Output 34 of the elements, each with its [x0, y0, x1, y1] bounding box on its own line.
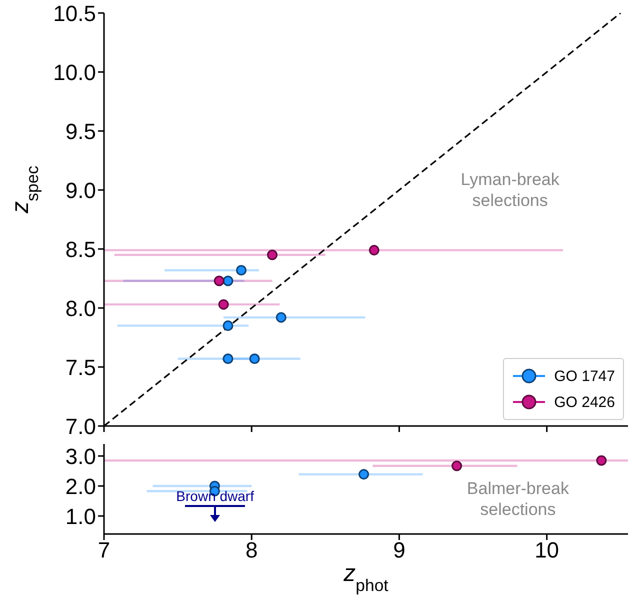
y-tick-label: 8.5 — [65, 236, 96, 262]
legend-label: GO 2426 — [554, 394, 615, 410]
point — [452, 460, 462, 472]
point — [214, 276, 224, 286]
y-tick-label: 2.0 — [65, 474, 96, 499]
y-tick-label: 9.0 — [65, 178, 96, 203]
point — [222, 320, 234, 331]
y-tick-label: 10.0 — [53, 60, 96, 85]
point — [218, 299, 229, 310]
point — [236, 264, 247, 276]
y-tick-label: 9.5 — [65, 118, 96, 144]
x-tick-label: 10 — [534, 538, 560, 563]
y-tick-label: 8.0 — [65, 296, 96, 321]
point — [222, 276, 234, 286]
point — [368, 244, 380, 256]
annotation: Balmer-break selections — [466, 478, 570, 520]
point — [358, 469, 370, 480]
x-axis-title: z$_{phot}$ — [342, 560, 389, 594]
point — [267, 250, 278, 260]
point — [249, 353, 260, 364]
point — [222, 353, 234, 364]
annotation: Lyman-break selections — [460, 168, 560, 211]
x-tick-label: 7 — [98, 538, 110, 563]
annotation: Brown dwarf — [175, 488, 255, 504]
y-tick-label: 1.0 — [65, 504, 96, 529]
point — [276, 312, 286, 323]
legend-label: GO 1747 — [554, 368, 615, 384]
y-tick-label: 7.5 — [65, 354, 96, 380]
point — [596, 455, 607, 466]
y-tick-label: 7.0 — [65, 414, 96, 439]
y-tick-label: 3.0 — [65, 444, 96, 469]
x-tick-label: 9 — [393, 538, 406, 563]
y-tick-label: 10.5 — [53, 0, 96, 26]
x-tick-label: 8 — [245, 538, 258, 563]
